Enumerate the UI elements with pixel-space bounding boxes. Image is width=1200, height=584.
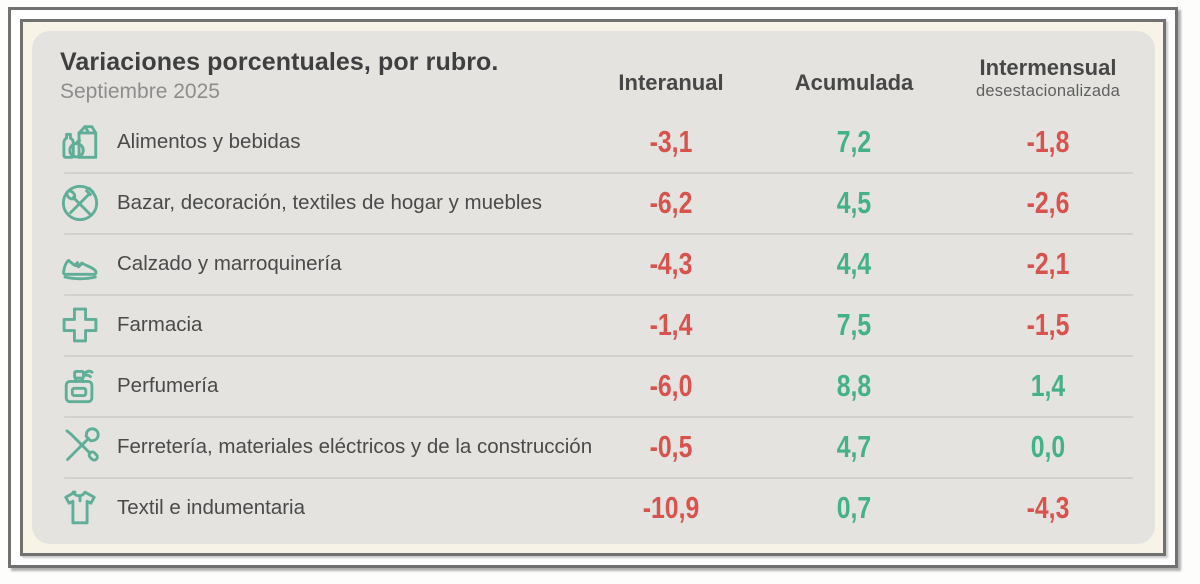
page-subtitle: Septiembre 2025 (60, 80, 220, 103)
title-block: Variaciones porcentuales, por rubro. Sep… (56, 48, 581, 104)
value-intermensual: -4,3 (1026, 489, 1070, 525)
row-label-cell: Bazar, decoración, textiles de hogar y m… (56, 179, 581, 227)
row-label: Textil e indumentaria (117, 495, 306, 519)
variations-table-card: Variaciones porcentuales, por rubro. Sep… (32, 31, 1155, 544)
sneaker-icon (56, 240, 104, 288)
value-acumulada: 4,7 (836, 428, 872, 464)
table-row: Farmacia -1,4 7,5 -1,5 (56, 294, 1149, 355)
column-header-acumulada: Acumulada (794, 70, 914, 95)
value-intermensual: 0,0 (1030, 428, 1066, 464)
table-header: Variaciones porcentuales, por rubro. Sep… (56, 31, 1149, 111)
table-row: Alimentos y bebidas -3,1 7,2 -1,8 (56, 111, 1149, 172)
row-label: Ferretería, materiales eléctricos y de l… (117, 434, 593, 458)
row-label-cell: Calzado y marroquinería (56, 240, 581, 288)
value-acumulada: 7,2 (836, 123, 872, 159)
row-label-cell: Ferretería, materiales eléctricos y de l… (56, 423, 592, 471)
tools-icon (56, 423, 104, 471)
value-intermensual: -2,1 (1026, 245, 1070, 281)
table-row: Textil e indumentaria -10,9 0,7 -4,3 (56, 477, 1149, 538)
value-interanual: -4,3 (649, 245, 693, 281)
value-acumulada: 4,5 (836, 184, 872, 220)
groceries-icon (56, 118, 104, 166)
column-header-intermensual: Intermensual desestacionalizada (947, 51, 1149, 101)
row-label: Farmacia (117, 312, 203, 336)
tshirt-icon (56, 484, 104, 532)
value-interanual: -1,4 (649, 306, 693, 342)
row-label: Perfumería (117, 373, 219, 397)
value-interanual: -10,9 (642, 489, 700, 525)
cutlery-plate-icon (56, 179, 104, 227)
value-acumulada: 8,8 (836, 367, 872, 403)
value-acumulada: 0,7 (836, 489, 872, 525)
perfume-bottle-icon (56, 362, 104, 410)
value-intermensual: 1,4 (1030, 367, 1066, 403)
value-interanual: -3,1 (649, 123, 693, 159)
table-row: Ferretería, materiales eléctricos y de l… (56, 416, 1149, 477)
value-interanual: -6,0 (649, 367, 693, 403)
value-intermensual: -2,6 (1026, 184, 1070, 220)
value-intermensual: -1,8 (1026, 123, 1070, 159)
row-label-cell: Farmacia (56, 301, 581, 349)
column-header-intermensual-main: Intermensual (979, 55, 1117, 80)
column-header-interanual: Interanual (618, 70, 724, 95)
pharmacy-cross-icon (56, 301, 104, 349)
outer-frame: Variaciones porcentuales, por rubro. Sep… (8, 7, 1178, 568)
value-acumulada: 7,5 (836, 306, 872, 342)
row-label-cell: Textil e indumentaria (56, 484, 581, 532)
value-acumulada: 4,4 (836, 245, 872, 281)
row-label-cell: Perfumería (56, 362, 581, 410)
value-interanual: -0,5 (649, 428, 693, 464)
row-label: Bazar, decoración, textiles de hogar y m… (117, 190, 543, 214)
row-label: Calzado y marroquinería (117, 251, 342, 275)
row-label-cell: Alimentos y bebidas (56, 118, 581, 166)
table-row: Bazar, decoración, textiles de hogar y m… (56, 172, 1149, 233)
value-intermensual: -1,5 (1026, 306, 1070, 342)
table-row: Perfumería -6,0 8,8 1,4 (56, 355, 1149, 416)
value-interanual: -6,2 (649, 184, 693, 220)
table-row: Calzado y marroquinería -4,3 4,4 -2,1 (56, 233, 1149, 294)
page-title: Variaciones porcentuales, por rubro. (60, 48, 499, 76)
inner-frame: Variaciones porcentuales, por rubro. Sep… (20, 19, 1166, 556)
table-body: Alimentos y bebidas -3,1 7,2 -1,8 (56, 111, 1149, 544)
column-header-intermensual-sub: desestacionalizada (976, 82, 1120, 100)
row-label: Alimentos y bebidas (117, 129, 301, 153)
